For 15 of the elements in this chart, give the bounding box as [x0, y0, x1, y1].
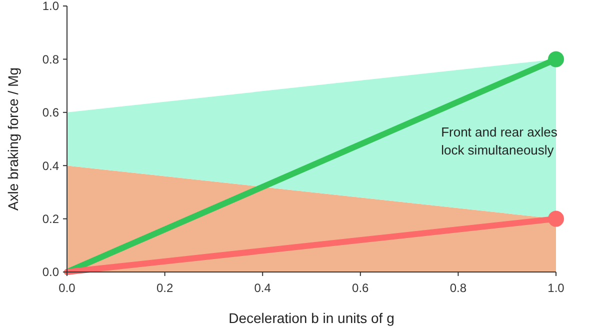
x-tick-label: 0.4	[254, 281, 272, 295]
y-tick-label: 0.0	[42, 265, 60, 280]
x-tick-label: 1.0	[548, 281, 565, 295]
annotation: Front and rear axles lock simultaneously	[441, 124, 558, 158]
y-tick-label: 0.2	[42, 212, 60, 226]
x-tick-label: 0.0	[58, 281, 76, 295]
y-tick-label: 0.6	[42, 106, 60, 120]
x-tick-label: 0.8	[450, 281, 467, 295]
x-axis-title: Deceleration b in units of g	[228, 310, 394, 326]
y-tick-label: 0.4	[42, 158, 60, 173]
y-tick-label: 0.8	[42, 52, 60, 66]
x-tick-label: 0.6	[352, 281, 370, 295]
y-axis-title: Axle braking force / Mg	[5, 67, 21, 211]
x-tick-label: 0.2	[156, 281, 174, 295]
y-tick-label: 1.0	[42, 0, 60, 14]
